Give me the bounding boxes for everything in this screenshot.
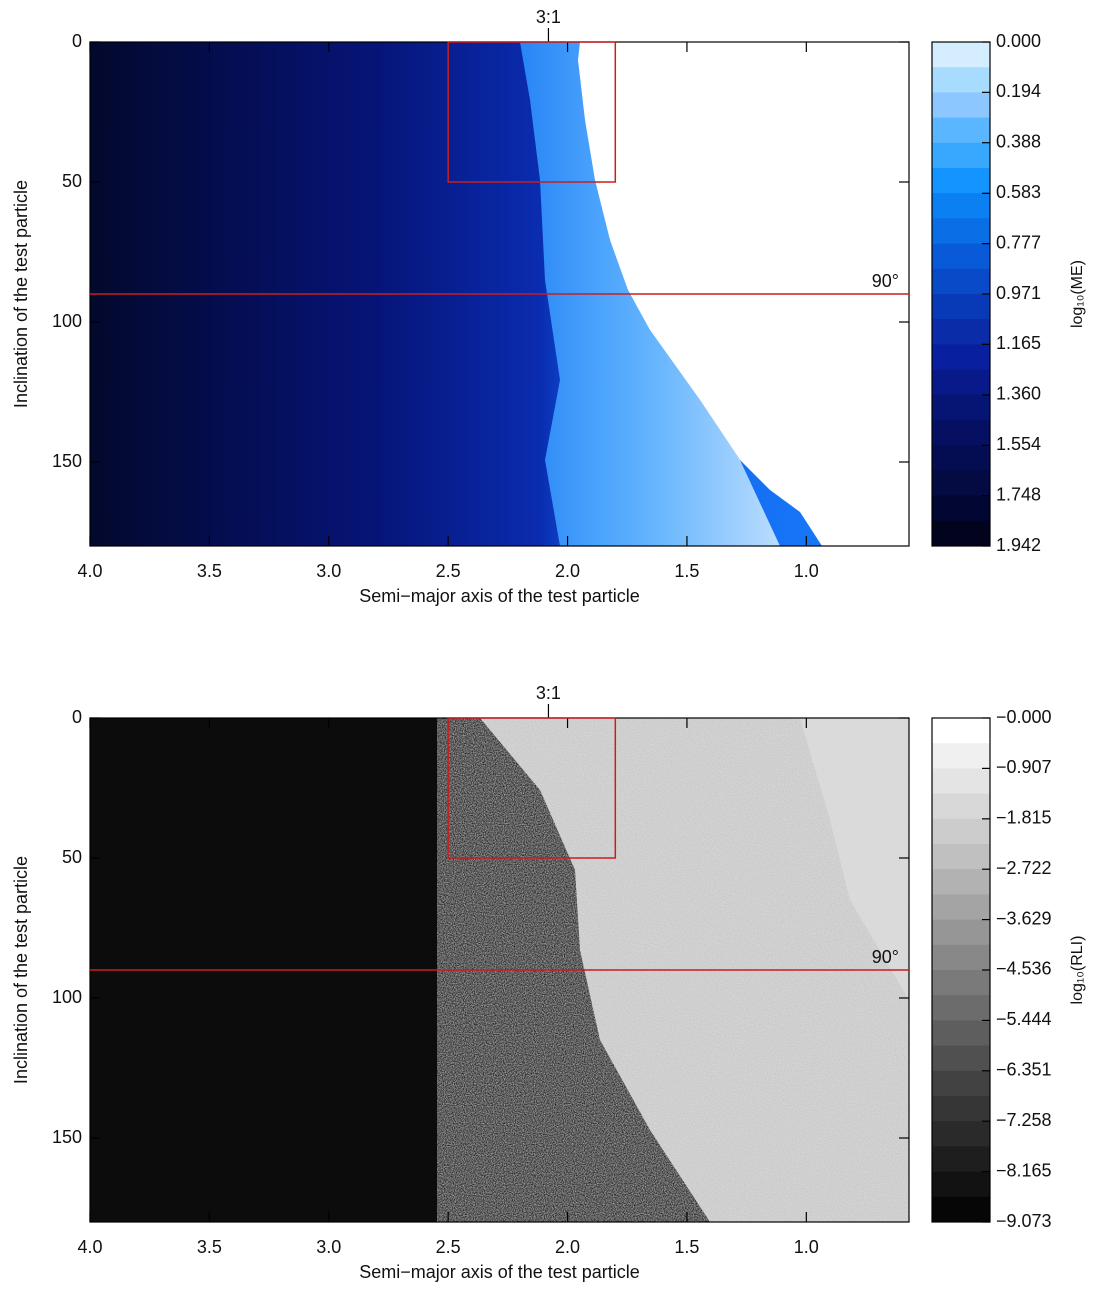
colorbar-band (932, 1196, 990, 1223)
colorbar-tick-label: 1.554 (996, 434, 1041, 454)
x-tick-label: 1.5 (674, 561, 699, 581)
colorbar-tick-label: 1.942 (996, 535, 1041, 555)
colorbar-band (932, 445, 990, 471)
annotation: 3:1 (536, 683, 561, 703)
y-tick-label: 100 (52, 987, 82, 1007)
reference-label: 90° (872, 947, 899, 967)
colorbar-band (932, 844, 990, 870)
colorbar-band (932, 1070, 990, 1097)
colorbar-tick-label: 1.165 (996, 333, 1041, 353)
colorbar-band (932, 818, 990, 845)
x-tick-label: 1.0 (794, 561, 819, 581)
colorbar-band (932, 117, 990, 144)
colorbar-band (932, 243, 990, 270)
colorbar-band (932, 319, 990, 345)
x-tick-label: 3.5 (197, 561, 222, 581)
colorbar-band (932, 1121, 990, 1147)
colorbar-tick-label: 0.388 (996, 131, 1041, 151)
colorbar-tick-label: −4.536 (996, 959, 1052, 979)
colorbar-label: log₁₀(ME) (1069, 260, 1086, 328)
x-tick-label: 2.5 (436, 561, 461, 581)
colorbar-tick-label: −3.629 (996, 908, 1052, 928)
colorbar-band (932, 168, 990, 194)
x-tick-label: 1.5 (674, 1237, 699, 1257)
colorbar-tick-label: −7.258 (996, 1110, 1052, 1130)
colorbar-tick-label: 0.971 (996, 283, 1041, 303)
colorbar-tick-label: 0.000 (996, 31, 1041, 51)
colorbar-tick-label: 1.360 (996, 384, 1041, 404)
colorbar-tick-label: 0.194 (996, 81, 1041, 101)
colorbar-tick-label: −8.165 (996, 1160, 1052, 1180)
y-tick-label: 50 (62, 171, 82, 191)
y-axis-label: Inclination of the test particle (11, 856, 31, 1084)
colorbar-band (932, 42, 990, 68)
colorbar-band (932, 67, 990, 93)
x-tick-label: 2.0 (555, 561, 580, 581)
colorbar-band (932, 919, 990, 946)
colorbar-band (932, 1096, 990, 1122)
colorbar-label: log₁₀(RLI) (1069, 936, 1086, 1005)
colorbar-band (932, 995, 990, 1021)
colorbar-band (932, 394, 990, 421)
colorbar-band (932, 344, 990, 371)
y-axis-label: Inclination of the test particle (11, 180, 31, 408)
colorbar-tick-label: −0.907 (996, 757, 1052, 777)
x-axis-label: Semi−major axis of the test particle (359, 586, 640, 606)
colorbar-tick-label: −6.351 (996, 1060, 1052, 1080)
colorbar-band (932, 944, 990, 971)
colorbar-band (932, 869, 990, 895)
x-tick-label: 4.0 (77, 561, 102, 581)
colorbar-band (932, 193, 990, 219)
colorbar-tick-label: 0.583 (996, 182, 1041, 202)
colorbar-tick-label: 1.748 (996, 484, 1041, 504)
colorbar-band (932, 1020, 990, 1047)
x-axis-label: Semi−major axis of the test particle (359, 1262, 640, 1282)
y-tick-label: 50 (62, 847, 82, 867)
reference-label: 90° (872, 271, 899, 291)
colorbar-band (932, 894, 990, 921)
colorbar-band (932, 718, 990, 744)
colorbar-band (932, 1045, 990, 1072)
colorbar-tick-label: 0.777 (996, 232, 1041, 252)
colorbar-band (932, 1146, 990, 1173)
colorbar-tick-label: −9.073 (996, 1211, 1052, 1231)
colorbar-band (932, 420, 990, 446)
x-tick-label: 2.5 (436, 1237, 461, 1257)
region-box (447, 717, 617, 859)
colorbar-band (932, 768, 990, 795)
colorbar-band (932, 970, 990, 996)
x-tick-label: 2.0 (555, 1237, 580, 1257)
y-tick-label: 150 (52, 1127, 82, 1147)
colorbar-band (932, 793, 990, 820)
x-tick-label: 1.0 (794, 1237, 819, 1257)
y-tick-label: 150 (52, 451, 82, 471)
colorbar-band (932, 268, 990, 295)
colorbar-band (932, 142, 990, 169)
annotation: 3:1 (536, 7, 561, 27)
colorbar-tick-label: −1.815 (996, 808, 1052, 828)
region-box (447, 41, 617, 183)
y-tick-label: 0 (72, 31, 82, 51)
colorbar-band (932, 743, 990, 769)
x-tick-label: 3.0 (316, 1237, 341, 1257)
y-tick-label: 100 (52, 311, 82, 331)
colorbar-band (932, 495, 990, 522)
colorbar-band (932, 369, 990, 396)
x-tick-label: 3.5 (197, 1237, 222, 1257)
x-tick-label: 3.0 (316, 561, 341, 581)
x-tick-label: 4.0 (77, 1237, 102, 1257)
colorbar-band (932, 1171, 990, 1198)
colorbar-band (932, 218, 990, 245)
colorbar-band (932, 294, 990, 320)
colorbar-tick-label: −2.722 (996, 858, 1052, 878)
colorbar-tick-label: −5.444 (996, 1009, 1052, 1029)
colorbar-band (932, 470, 990, 497)
colorbar-band (932, 520, 990, 547)
colorbar-band (932, 92, 990, 119)
colorbar-tick-label: −0.000 (996, 707, 1052, 727)
y-tick-label: 0 (72, 707, 82, 727)
